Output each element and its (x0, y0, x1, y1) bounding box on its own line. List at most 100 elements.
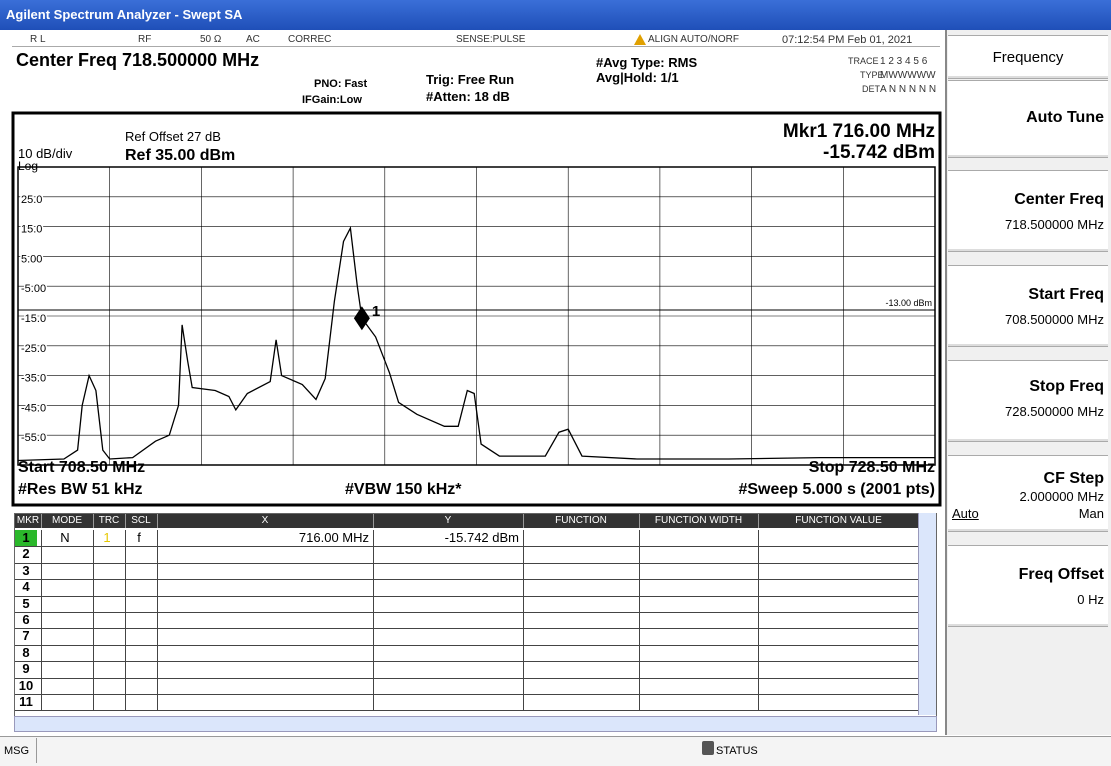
table-col-line (758, 546, 759, 563)
table-row-line (15, 546, 919, 548)
status-icon (702, 741, 714, 755)
table-col-line (523, 595, 524, 612)
avg-type: #Avg Type: RMS (596, 55, 698, 70)
cf-step-auto[interactable]: Auto (952, 506, 979, 521)
stop-freq-label[interactable]: Stop Freq (1029, 378, 1104, 395)
table-cell: N (60, 530, 70, 545)
table-col-line (93, 595, 94, 612)
table-cell: 8 (22, 644, 30, 660)
table-cell: 3 (22, 562, 30, 578)
table-header: X (157, 514, 374, 528)
trace-label: TRACE (848, 56, 879, 66)
y-tick-label: -35.0 (21, 373, 46, 385)
table-header: FUNCTION VALUE (758, 514, 920, 528)
start-freq-value[interactable]: 708.500000 MHz (1004, 312, 1104, 327)
marker (353, 306, 370, 331)
softkey-auto-tune[interactable]: Auto Tune (948, 80, 1108, 158)
table-cell: 1 (103, 530, 111, 545)
table-col-line (639, 677, 640, 694)
table-cell: 2 (22, 546, 30, 562)
table-col-line (758, 661, 759, 678)
table-col-line (639, 530, 640, 547)
y-tick-label: -55.0 (21, 432, 46, 444)
table-col-line (523, 579, 524, 596)
avg-hold: Avg|Hold: 1/1 (596, 70, 679, 85)
warning-icon (634, 34, 646, 45)
softkey-freq-offset[interactable]: Freq Offset 0 Hz (948, 545, 1108, 627)
softkey-cf-step[interactable]: CF Step 2.000000 MHz Auto Man (948, 455, 1108, 532)
msg: MSG (4, 745, 30, 757)
status[interactable]: STATUS (716, 745, 758, 757)
table-col-line (93, 694, 94, 711)
table-cell: 11 (19, 694, 33, 709)
freq-offset-value[interactable]: 0 Hz (1077, 592, 1104, 607)
softkey-stop-freq[interactable]: Stop Freq 728.500000 MHz (948, 360, 1108, 442)
table-col-line (373, 612, 374, 629)
datetime: 07:12:54 PM Feb 01, 2021 (782, 34, 913, 46)
table-col-line (125, 562, 126, 580)
table-header: FUNCTION WIDTH (639, 514, 759, 528)
table-header: FUNCTION (523, 514, 640, 528)
display-line-label: -13.00 dBm (885, 298, 932, 308)
table-row-line (15, 677, 919, 679)
table-cell: 716.00 MHz (298, 530, 369, 545)
table-col-line (523, 530, 524, 547)
h-scrollbar[interactable] (14, 716, 937, 732)
stop-freq: Stop 728.50 MHz (809, 459, 935, 476)
table-col-line (125, 546, 126, 563)
menu-title: Frequency (992, 49, 1064, 66)
table-col-line (93, 661, 94, 678)
softkey-center-freq[interactable]: Center Freq 718.500000 MHz (948, 170, 1108, 252)
table-col-line (41, 677, 42, 694)
sweep: #Sweep 5.000 s (2001 pts) (738, 481, 935, 498)
cf-step-man[interactable]: Man (1078, 506, 1104, 521)
table-cell: 4 (22, 579, 30, 595)
table-header: MODE (41, 514, 94, 528)
center-freq-label[interactable]: Center Freq (1014, 191, 1104, 208)
table-col-line (523, 612, 524, 629)
table-col-line (157, 694, 158, 711)
scale-type: Log (18, 159, 38, 173)
ref-offset: Ref Offset 27 dB (125, 129, 221, 144)
table-col-line (125, 612, 126, 629)
vbw: #VBW 150 kHz* (345, 481, 462, 498)
table-col-line (41, 562, 42, 580)
freq-offset-label[interactable]: Freq Offset (1018, 566, 1104, 583)
table-col-line (157, 644, 158, 662)
table-col-line (125, 530, 126, 547)
table-col-line (373, 694, 374, 711)
auto-tune[interactable]: Auto Tune (1026, 109, 1104, 126)
table-col-line (41, 530, 42, 547)
sense: SENSE:PULSE (456, 34, 526, 45)
trace-values: 1 2 3 4 5 6 (880, 56, 928, 67)
table-row-line (15, 612, 919, 613)
table-col-line (373, 677, 374, 694)
stop-freq-value[interactable]: 728.500000 MHz (1004, 404, 1104, 419)
table-row-line (15, 710, 919, 712)
table-header-bg (15, 514, 919, 528)
table-cell: f (137, 530, 141, 545)
center-freq-value[interactable]: 718.500000 MHz (1004, 217, 1104, 232)
y-tick-label: 5.00 (21, 253, 42, 265)
table-col-line (41, 579, 42, 596)
table-col-line (373, 595, 374, 612)
bottom-bar (0, 736, 1111, 766)
v-scrollbar[interactable] (918, 513, 936, 715)
softkey-start-freq[interactable]: Start Freq 708.500000 MHz (948, 265, 1108, 347)
det-label: DET (862, 84, 880, 94)
marker-label: 1 (372, 303, 380, 320)
start-freq-label[interactable]: Start Freq (1028, 286, 1104, 303)
table-col-line (93, 612, 94, 629)
table-col-line (758, 628, 759, 645)
cf-step-label[interactable]: CF Step (1043, 470, 1104, 487)
rf: RF (138, 34, 152, 45)
cf-step-value[interactable]: 2.000000 MHz (1019, 489, 1104, 504)
y-tick-label: -5.00 (21, 283, 46, 295)
pno: PNO: Fast (314, 78, 368, 90)
table-col-line (41, 628, 42, 645)
table-col-line (373, 579, 374, 596)
table-col-line (41, 546, 42, 563)
table-col-line (639, 579, 640, 596)
table-col-line (523, 546, 524, 563)
